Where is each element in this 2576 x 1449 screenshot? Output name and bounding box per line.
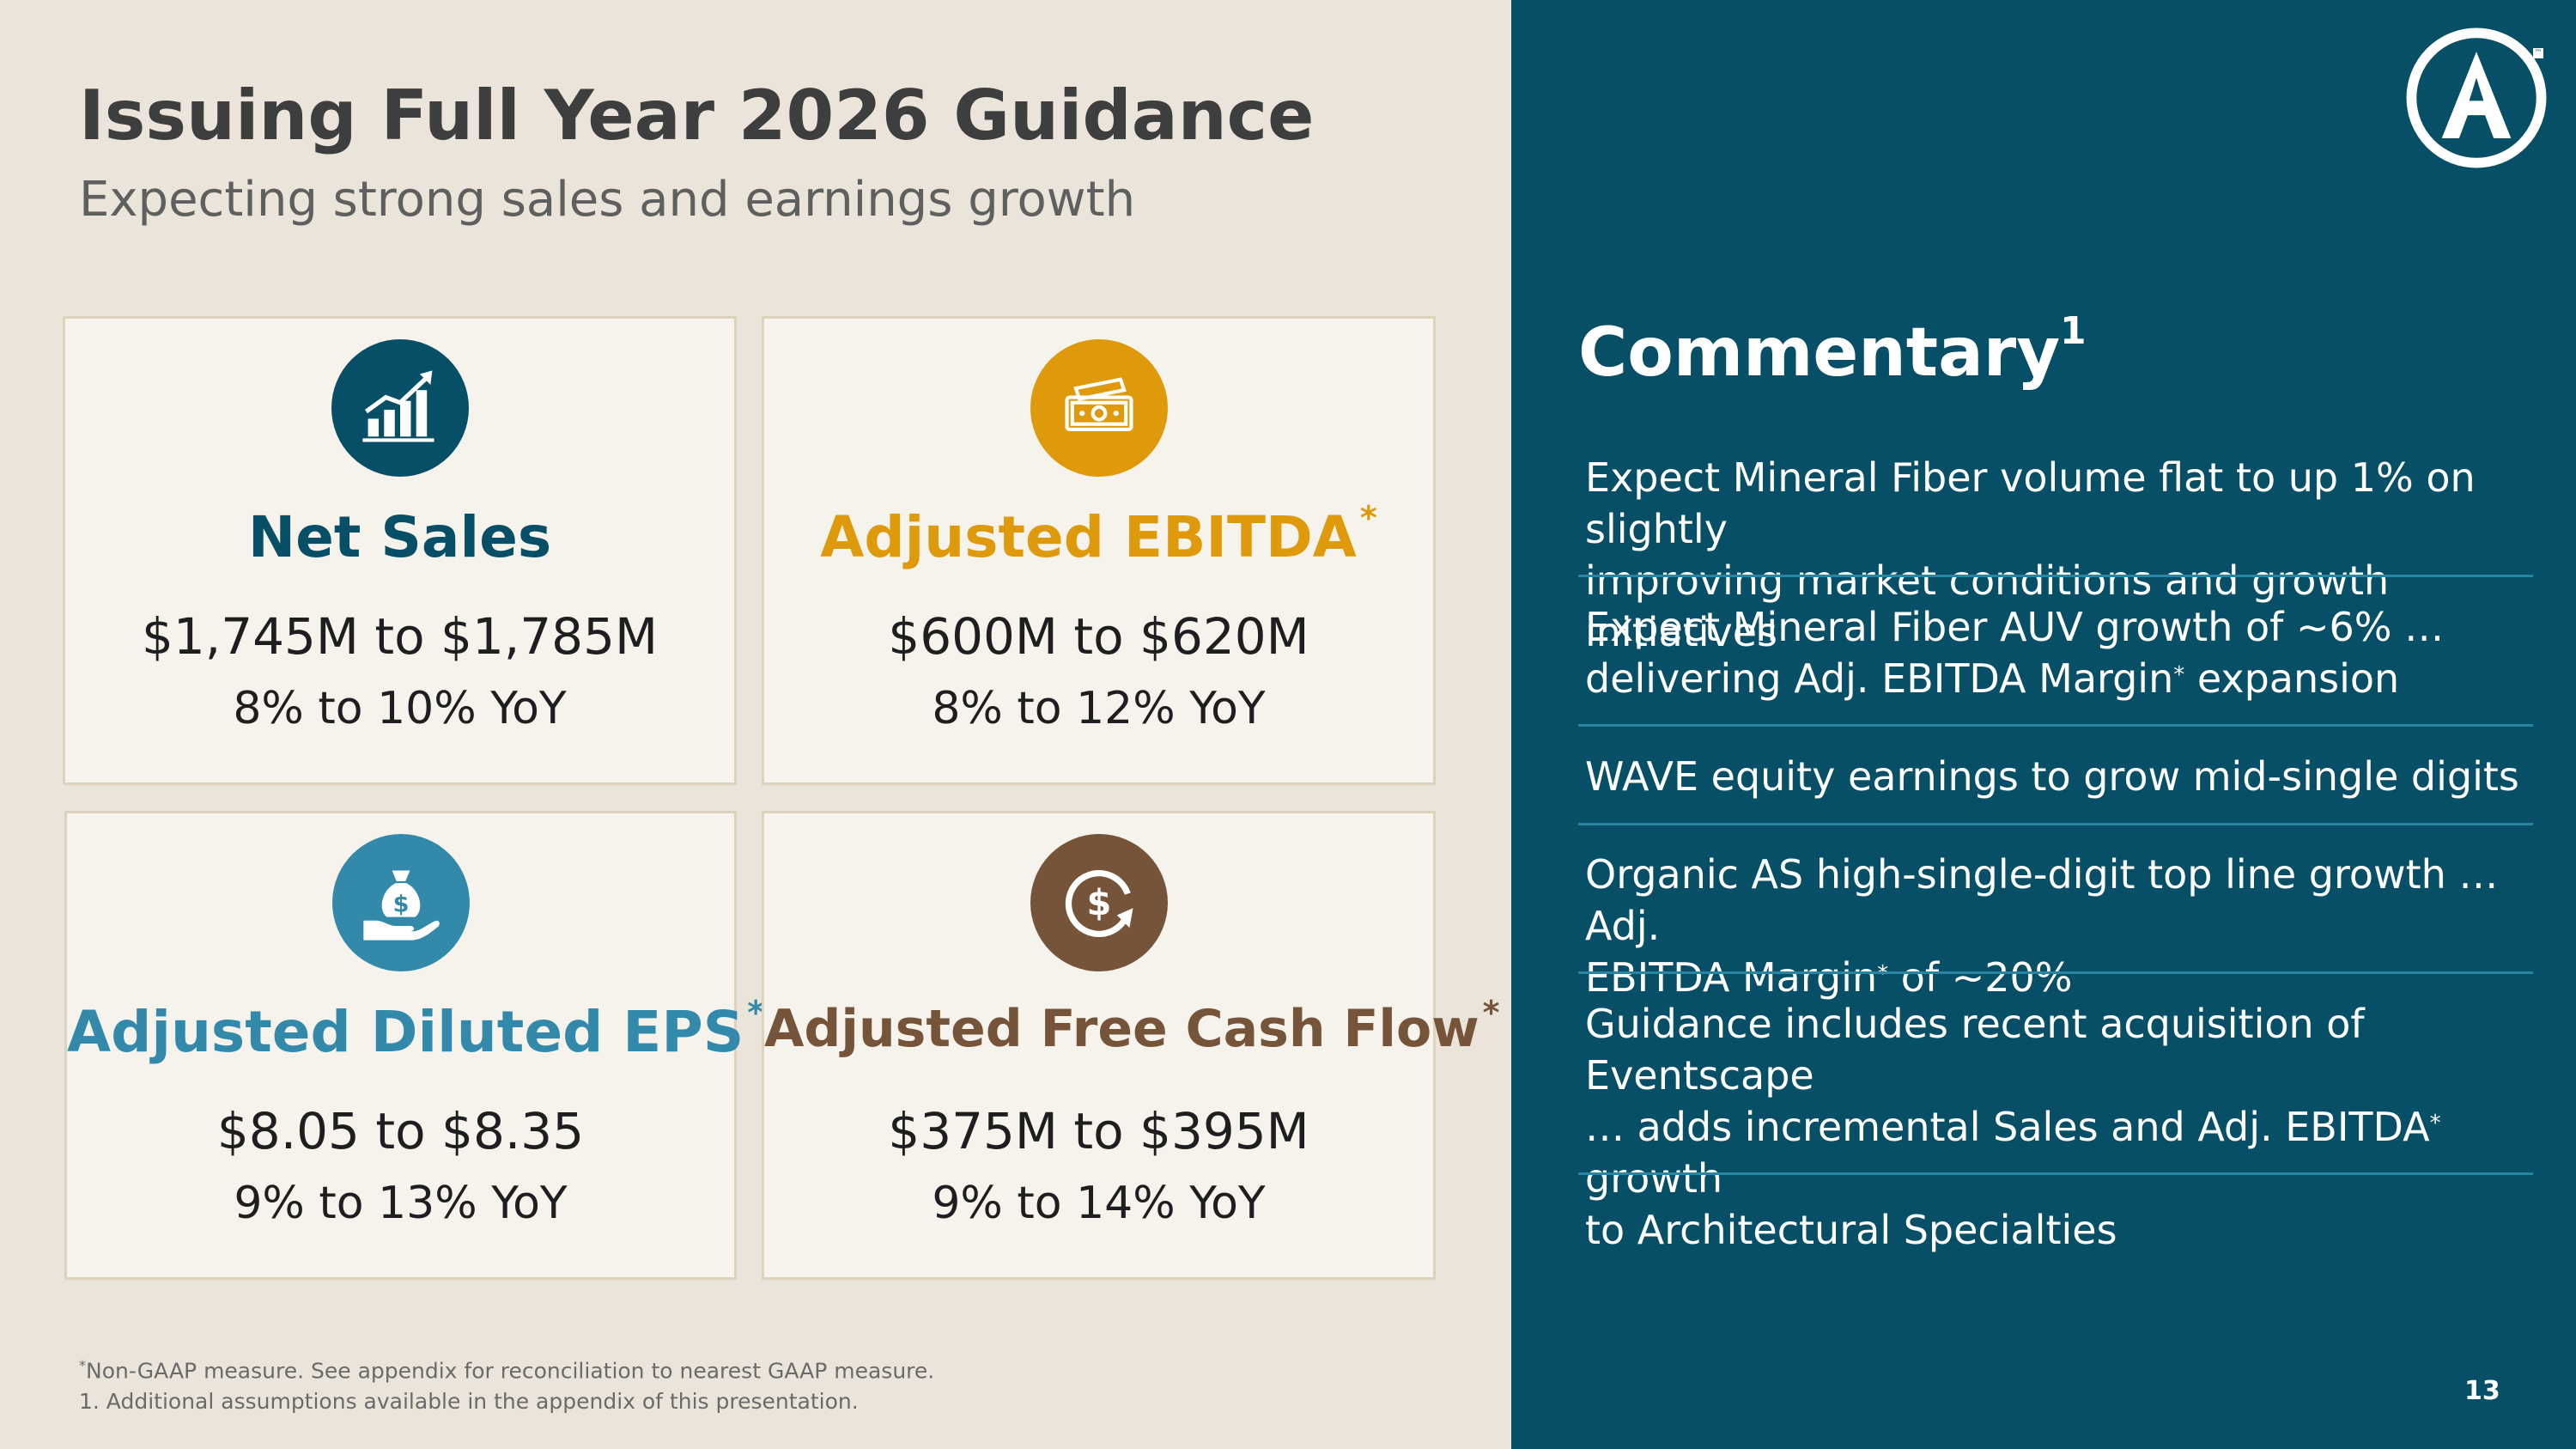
commentary-line: Expect Mineral Fiber volume flat to up 1… bbox=[1585, 454, 2476, 552]
commentary-divider bbox=[1578, 971, 2533, 974]
svg-text:$: $ bbox=[392, 891, 409, 917]
page-subtitle: Expecting strong sales and earnings grow… bbox=[79, 172, 1136, 228]
trademark-mark: ™ bbox=[2533, 48, 2543, 58]
adjusted-diluted-eps-yoy: 9% to 13% YoY bbox=[234, 1178, 568, 1229]
commentary-divider bbox=[1578, 575, 2533, 577]
commentary-divider bbox=[1578, 724, 2533, 727]
net-sales-yoy: 8% to 10% YoY bbox=[233, 683, 567, 734]
footnotes: *Non-GAAP measure. See appendix for reco… bbox=[79, 1350, 934, 1417]
commentary-line: Expect Mineral Fiber AUV growth of ~6% … bbox=[1585, 604, 2445, 650]
adjusted-free-cash-flow-range: $375M to $395M bbox=[888, 1102, 1309, 1160]
page-title: Issuing Full Year 2026 Guidance bbox=[79, 76, 1315, 155]
adjusted-diluted-eps-range: $8.05 to $8.35 bbox=[216, 1102, 585, 1160]
adjusted-ebitda-title: Adjusted EBITDA * bbox=[820, 499, 1377, 570]
adjusted-ebitda-card: Adjusted EBITDA * $600M to $620M 8% to 12… bbox=[762, 316, 1436, 785]
commentary-line: Guidance includes recent acquisition of … bbox=[1585, 1001, 2365, 1099]
net-sales-title: Net Sales bbox=[247, 504, 552, 570]
svg-text:$: $ bbox=[1086, 882, 1111, 924]
commentary-heading: Commentary1 bbox=[1578, 309, 2087, 392]
net-sales-card: Net Sales $1,745M to $1,785M 8% to 10% Y… bbox=[63, 316, 737, 785]
commentary-line: delivering Adj. EBITDA Margin* expansion bbox=[1585, 655, 2400, 702]
page-number: 13 bbox=[2464, 1376, 2500, 1406]
commentary-item: Organic AS high-single-digit top line gr… bbox=[1578, 849, 2533, 1003]
adjusted-free-cash-flow-card: $ Adjusted Free Cash Flow * $375M to $395… bbox=[762, 811, 1500, 1280]
cash-bills-icon bbox=[1030, 339, 1168, 477]
footnote-assumptions: 1. Additional assumptions available in t… bbox=[79, 1389, 859, 1415]
net-sales-range: $1,745M to $1,785M bbox=[141, 607, 659, 666]
commentary-item: Expect Mineral Fiber AUV growth of ~6% …… bbox=[1578, 601, 2533, 704]
commentary-item: WAVE equity earnings to grow mid-single … bbox=[1578, 751, 2533, 802]
commentary-line: … adds incremental Sales and Adj. EBITDA… bbox=[1585, 1104, 2441, 1202]
adjusted-ebitda-yoy: 8% to 12% YoY bbox=[932, 683, 1266, 734]
footnote-non-gaap: *Non-GAAP measure. See appendix for reco… bbox=[79, 1357, 935, 1384]
company-logo bbox=[2406, 27, 2547, 168]
adjusted-diluted-eps-title: Adjusted Diluted EPS * bbox=[67, 994, 765, 1065]
dollar-cycle-icon: $ bbox=[1030, 834, 1168, 971]
commentary-item: Expect Mineral Fiber volume flat to up 1… bbox=[1578, 452, 2533, 658]
commentary-line: EBITDA Margin* of ~20% bbox=[1585, 954, 2073, 1001]
commentary-line: Organic AS high-single-digit top line gr… bbox=[1585, 851, 2499, 949]
adjusted-free-cash-flow-yoy: 9% to 14% YoY bbox=[932, 1178, 1266, 1229]
money-bag-hand-icon: $ bbox=[331, 834, 470, 971]
commentary-line: to Architectural Specialties bbox=[1585, 1207, 2117, 1253]
growth-chart-icon bbox=[331, 339, 469, 477]
adjusted-free-cash-flow-title: Adjusted Free Cash Flow * bbox=[764, 994, 1500, 1059]
commentary-divider bbox=[1578, 823, 2533, 825]
commentary-item: Guidance includes recent acquisition of … bbox=[1578, 998, 2533, 1256]
adjusted-diluted-eps-card: $ Adjusted Diluted EPS * $8.05 to $8.35 9… bbox=[64, 811, 765, 1280]
commentary-divider bbox=[1578, 1172, 2533, 1175]
adjusted-ebitda-range: $600M to $620M bbox=[888, 607, 1309, 666]
commentary-line: improving market conditions and growth i… bbox=[1585, 557, 2390, 655]
commentary-line: WAVE equity earnings to grow mid-single … bbox=[1585, 753, 2519, 800]
